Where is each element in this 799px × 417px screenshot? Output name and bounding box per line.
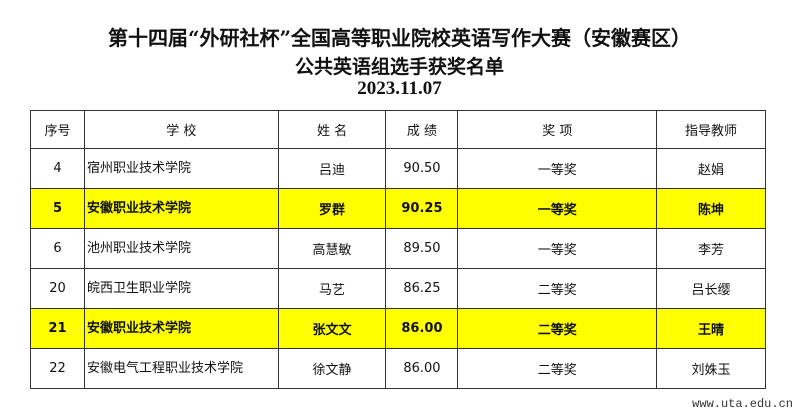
subtitle: 公共英语组选手获奖名单 <box>294 56 504 78</box>
cell-award: 一等奖 <box>457 188 658 229</box>
table-row: 4 宿州职业技术学院 吕迪 90.50 一等奖 赵娟 <box>30 148 766 189</box>
cell-award: 一等奖 <box>457 148 658 189</box>
title: 第十四届“外研社杯”全国高等职业院校英语写作大赛（安徽赛区） <box>107 26 691 50</box>
cell-school: 安徽职业技术学院 <box>83 308 279 349</box>
cell-school: 安徽职业技术学院 <box>83 188 279 229</box>
header-teacher: 指导教师 <box>656 110 766 149</box>
cell-name: 张文文 <box>277 308 387 349</box>
cell-name: 徐文静 <box>277 348 387 389</box>
table-row: 6 池州职业技术学院 高慧敏 89.50 一等奖 李芳 <box>30 228 766 269</box>
watermark: www.uta.edu.cn <box>692 397 793 411</box>
cell-name: 高慧敏 <box>277 228 387 269</box>
table-row: 20 皖西卫生职业学院 马艺 86.25 二等奖 吕长缨 <box>30 268 766 309</box>
cell-school: 安徽电气工程职业技术学院 <box>83 348 279 389</box>
cell-score: 90.50 <box>385 148 459 189</box>
cell-school: 池州职业技术学院 <box>83 228 279 269</box>
cell-name: 吕迪 <box>277 148 387 189</box>
cell-award: 二等奖 <box>457 308 658 349</box>
cell-score: 86.00 <box>385 348 459 389</box>
cell-name: 马艺 <box>277 268 387 309</box>
cell-school: 皖西卫生职业学院 <box>83 268 279 309</box>
cell-no: 21 <box>30 308 85 349</box>
cell-award: 二等奖 <box>457 348 658 389</box>
cell-score: 86.25 <box>385 268 459 309</box>
cell-award: 二等奖 <box>457 268 658 309</box>
date: 2023.11.07 <box>357 78 442 99</box>
cell-award: 一等奖 <box>457 228 658 269</box>
cell-teacher: 刘姝玉 <box>656 348 766 389</box>
cell-no: 22 <box>30 348 85 389</box>
header-no: 序号 <box>30 110 85 149</box>
cell-school: 宿州职业技术学院 <box>83 148 279 189</box>
cell-score: 86.00 <box>385 308 459 349</box>
header-school: 学 校 <box>83 110 279 149</box>
cell-no: 6 <box>30 228 85 269</box>
table-row: 22 安徽电气工程职业技术学院 徐文静 86.00 二等奖 刘姝玉 <box>30 348 766 389</box>
header-score: 成 绩 <box>385 110 459 149</box>
cell-no: 20 <box>30 268 85 309</box>
cell-no: 4 <box>30 148 85 189</box>
cell-name: 罗群 <box>277 188 387 229</box>
cell-teacher: 陈坤 <box>656 188 766 229</box>
cell-teacher: 李芳 <box>656 228 766 269</box>
header-award: 奖 项 <box>457 110 658 149</box>
header-name: 姓 名 <box>277 110 387 149</box>
cell-score: 89.50 <box>385 228 459 269</box>
table-row: 5 安徽职业技术学院 罗群 90.25 一等奖 陈坤 <box>30 188 766 229</box>
cell-teacher: 吕长缨 <box>656 268 766 309</box>
table-row: 21 安徽职业技术学院 张文文 86.00 二等奖 王晴 <box>30 308 766 349</box>
cell-teacher: 赵娟 <box>656 148 766 189</box>
award-table: 序号 学 校 姓 名 成 绩 奖 项 指导教师 4 宿州职业技术学院 吕迪 90.50… <box>30 110 766 389</box>
header-row: 序号 学 校 姓 名 成 绩 奖 项 指导教师 <box>30 110 766 149</box>
cell-no: 5 <box>30 188 85 229</box>
cell-teacher: 王晴 <box>656 308 766 349</box>
cell-score: 90.25 <box>385 188 459 229</box>
